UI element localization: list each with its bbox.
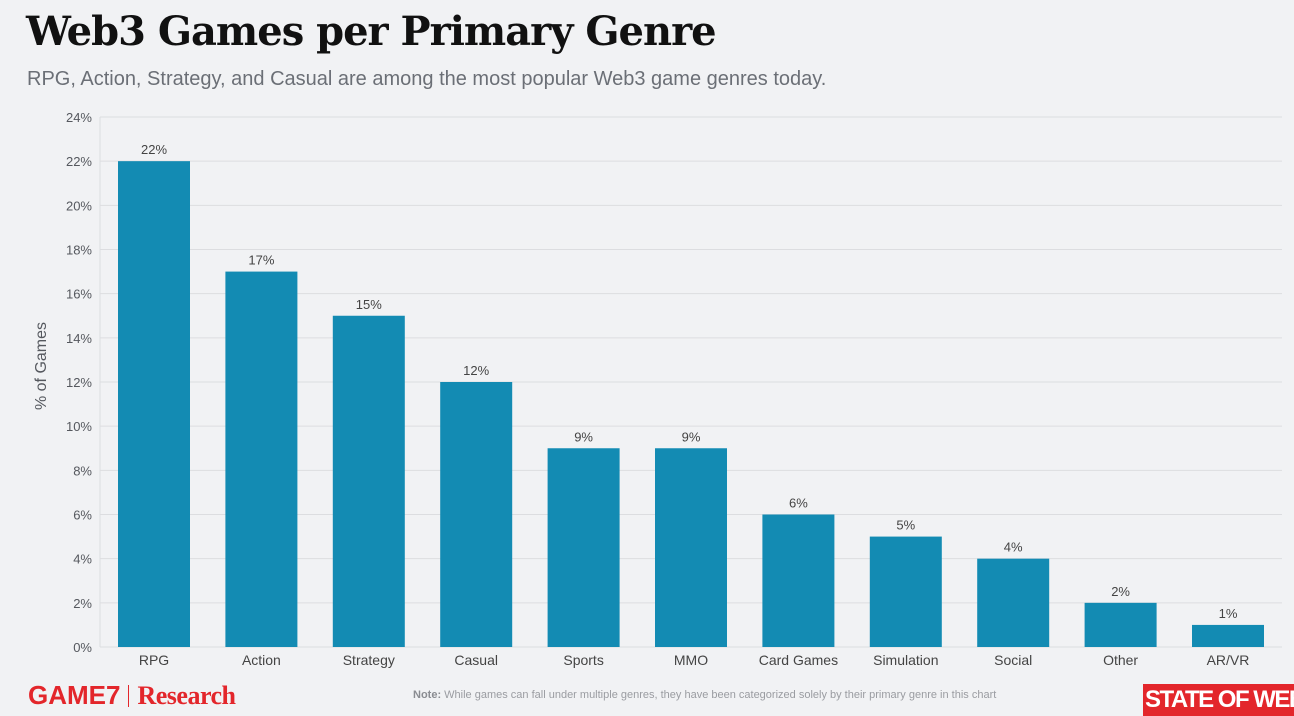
- data-label: 6%: [789, 496, 808, 511]
- x-tick-label: Action: [242, 652, 281, 668]
- bar-social: [977, 558, 1050, 647]
- y-tick-label: 12%: [66, 375, 92, 390]
- bar-simulation: [869, 536, 942, 647]
- y-tick-label: 24%: [66, 110, 92, 125]
- x-tick-label: Card Games: [759, 652, 838, 668]
- logo-divider: [128, 684, 130, 707]
- data-label: 9%: [574, 429, 593, 444]
- data-label: 12%: [463, 363, 489, 378]
- bar-action: [225, 271, 298, 647]
- y-tick-label: 20%: [66, 198, 92, 213]
- y-tick-label: 18%: [66, 243, 92, 258]
- bar-other: [1084, 602, 1157, 647]
- bar-ar-vr: [1192, 624, 1264, 647]
- x-tick-label: Other: [1103, 652, 1138, 668]
- y-tick-label: 22%: [66, 154, 92, 169]
- chart-title: Web3 Games per Primary Genre: [26, 8, 717, 55]
- y-tick-label: 6%: [73, 508, 92, 523]
- note-label: Note:: [413, 689, 442, 701]
- bar-rpg: [118, 161, 190, 647]
- bar-sports: [547, 448, 620, 647]
- y-tick-label: 2%: [73, 596, 92, 611]
- bar-mmo: [655, 448, 727, 647]
- x-tick-label: Social: [994, 652, 1032, 668]
- y-tick-label: 14%: [66, 331, 92, 346]
- x-tick-label: Casual: [454, 652, 498, 668]
- data-label: 17%: [248, 253, 274, 268]
- y-tick-label: 16%: [66, 287, 92, 302]
- data-label: 2%: [1111, 584, 1130, 599]
- research-logo-text: Research: [137, 680, 236, 710]
- data-label: 15%: [356, 297, 382, 312]
- x-tick-label: AR/VR: [1207, 652, 1250, 668]
- data-label: 5%: [896, 518, 915, 533]
- y-tick-label: 0%: [73, 640, 92, 655]
- data-label: 4%: [1004, 540, 1023, 555]
- x-tick-label: MMO: [674, 652, 708, 668]
- note-text: While games can fall under multiple genr…: [444, 689, 997, 701]
- data-label: 1%: [1219, 606, 1238, 621]
- bar-chart: 0% 2% 4% 6% 8% 10% 12% 14% 16% 18% 20% 22% 24% % of G…: [33, 110, 1282, 668]
- state-of-web3-gaming-badge: STATE OF WEB3 GAMING: [1143, 684, 1294, 716]
- footnote: Note: While games can fall under multipl…: [413, 689, 996, 701]
- game7-research-logo: GAME7 Research: [28, 680, 236, 711]
- bar-strategy: [332, 315, 405, 647]
- y-tick-label: 8%: [73, 463, 92, 478]
- x-tick-label: Simulation: [873, 652, 938, 668]
- chart-subtitle: RPG, Action, Strategy, and Casual are am…: [27, 68, 827, 90]
- y-axis-label: % of Games: [33, 322, 50, 410]
- x-tick-label: Sports: [563, 652, 603, 668]
- y-tick-label: 4%: [73, 552, 92, 567]
- data-label: 9%: [682, 429, 701, 444]
- bar-card-games: [762, 514, 835, 647]
- bar-casual: [440, 382, 513, 647]
- y-tick-label: 10%: [66, 419, 92, 434]
- x-tick-label: Strategy: [343, 652, 395, 668]
- game7-logo-text: GAME7: [28, 680, 121, 710]
- x-tick-label: RPG: [139, 652, 169, 668]
- data-label: 22%: [141, 142, 167, 157]
